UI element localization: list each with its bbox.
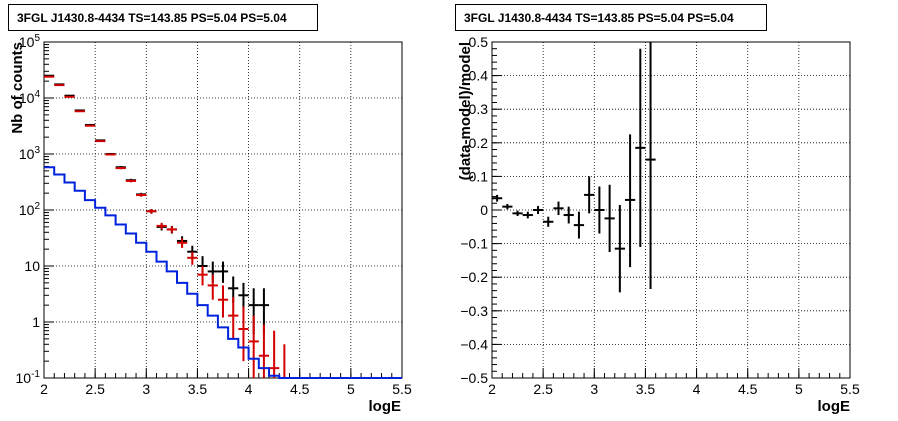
l-y-tick-label: 10-1 <box>16 369 41 386</box>
r-y-tick-label: 0.5 <box>469 34 489 50</box>
right-y-axis-label: (data-model)/model <box>457 42 474 180</box>
r-series-0-point <box>584 176 595 214</box>
l-series-1-point <box>217 285 229 318</box>
right-x-axis-label: logE <box>818 398 851 415</box>
r-x-tick-label: 2 <box>488 381 496 397</box>
r-y-tick-label: −0.4 <box>460 336 488 352</box>
r-series-0-point <box>624 134 636 268</box>
l-y-tick-label: 103 <box>19 145 41 162</box>
r-x-tick-label: 4.5 <box>738 381 758 397</box>
r-series-0-point <box>522 211 533 219</box>
l-series-1-point <box>187 251 198 265</box>
l-x-tick-label: 2.5 <box>85 381 105 397</box>
l-series-1-point <box>115 167 126 170</box>
r-y-tick-label: 0.4 <box>469 68 489 84</box>
left-x-ticks: 2 2.5 3 3.5 4 4.5 5 5.5 <box>40 368 412 397</box>
r-y-tick-label: −0.5 <box>460 370 488 386</box>
left-chart: 2 2.5 3 3.5 4 4.5 5 5.5 10-1 1 10 102 103 104 105 log… <box>9 33 412 415</box>
l-x-tick-label: 3.5 <box>188 381 208 397</box>
right-series <box>492 42 656 293</box>
right-x-ticks: 2 2.5 3 3.5 4 4.5 5 5.5 <box>488 368 860 397</box>
r-series-0-point <box>512 210 523 217</box>
right-grid <box>492 42 850 378</box>
l-series-1-point <box>269 330 280 378</box>
r-series-0-point <box>614 204 625 293</box>
left-y-ticks: 10-1 1 10 102 103 104 105 <box>16 33 54 386</box>
r-series-0-point <box>594 186 605 234</box>
r-x-tick-label: 5 <box>795 381 803 397</box>
r-x-tick-label: 5.5 <box>840 381 860 397</box>
l-series-1-point <box>238 306 249 362</box>
r-y-tick-label: 0.3 <box>469 101 489 117</box>
l-x-tick-label: 4.5 <box>290 381 310 397</box>
l-x-tick-label: 3 <box>142 381 150 397</box>
r-series-0-point <box>543 216 554 227</box>
l-model-step-line <box>44 166 402 379</box>
l-y-tick-label: 104 <box>19 89 41 106</box>
l-series-1-point <box>54 84 65 87</box>
l-series-1-point <box>105 153 116 156</box>
l-series-1-point <box>166 226 177 233</box>
r-x-tick-label: 3.5 <box>636 381 656 397</box>
l-series-1-point <box>146 209 157 214</box>
r-y-tick-label: 0 <box>480 202 488 218</box>
left-x-axis-label: logE <box>369 398 402 415</box>
r-y-tick-label: 0.2 <box>469 135 489 151</box>
l-series-1-point <box>125 179 137 183</box>
r-series-0-point <box>563 206 574 224</box>
r-series-0-point <box>645 42 656 289</box>
left-y-axis-label: Nb of counts <box>9 42 26 134</box>
r-series-0-point <box>532 205 544 215</box>
l-series-0-point <box>217 261 229 283</box>
l-y-tick-label: 102 <box>19 201 41 218</box>
l-y-tick-label: 1 <box>32 314 40 330</box>
r-y-tick-label: −0.2 <box>460 269 488 285</box>
l-series-1-point <box>74 110 85 113</box>
r-series-0-point <box>502 203 513 210</box>
l-y-tick-label: 10 <box>24 258 40 274</box>
l-x-tick-label: 5.5 <box>392 381 412 397</box>
right-chart: 2 2.5 3 3.5 4 4.5 5 5.5 −0.5 −0.4 −0.3 −0.2 −0.1 0 0.… <box>457 34 860 415</box>
l-x-tick-label: 4 <box>245 381 253 397</box>
right-chart-title: 3FGL J1430.8-4434 TS=143.85 PS=5.04 PS=5… <box>455 4 767 31</box>
l-series-1-point <box>248 315 259 378</box>
left-chart-title: 3FGL J1430.8-4434 TS=143.85 PS=5.04 PS=5… <box>8 4 318 31</box>
r-series-0-point <box>573 211 585 239</box>
right-y-ticks: −0.5 −0.4 −0.3 −0.2 −0.1 0 0.1 0.2 0.3 0.4 0.5 <box>460 34 502 386</box>
l-series-1-point <box>95 140 106 143</box>
l-series-1-point <box>279 344 290 379</box>
left-grid <box>44 42 402 378</box>
l-series-1-point <box>207 274 218 300</box>
l-series-1-point <box>228 296 239 339</box>
l-x-tick-label: 5 <box>347 381 355 397</box>
r-series-0-point <box>553 201 564 216</box>
right-plot-frame <box>491 41 851 379</box>
r-series-0-point <box>635 48 646 247</box>
l-series-1-point <box>176 238 188 248</box>
l-series-1-point <box>156 222 167 230</box>
left-series <box>44 74 402 379</box>
r-series-0-point <box>492 194 503 202</box>
r-x-tick-label: 4 <box>693 381 701 397</box>
r-x-tick-label: 3 <box>590 381 598 397</box>
r-series-0-point <box>604 184 615 252</box>
l-x-tick-label: 2 <box>40 381 48 397</box>
r-y-tick-label: 0.1 <box>469 168 489 184</box>
r-y-tick-label: −0.1 <box>460 236 488 252</box>
l-series-1-point <box>84 124 96 127</box>
l-series-1-point <box>197 266 208 286</box>
l-y-tick-label: 105 <box>19 33 41 50</box>
l-series-1-point <box>136 193 147 197</box>
r-y-tick-label: −0.3 <box>460 303 488 319</box>
l-series-1-point <box>258 324 270 378</box>
r-x-tick-label: 2.5 <box>533 381 553 397</box>
l-series-1-point <box>64 95 75 98</box>
